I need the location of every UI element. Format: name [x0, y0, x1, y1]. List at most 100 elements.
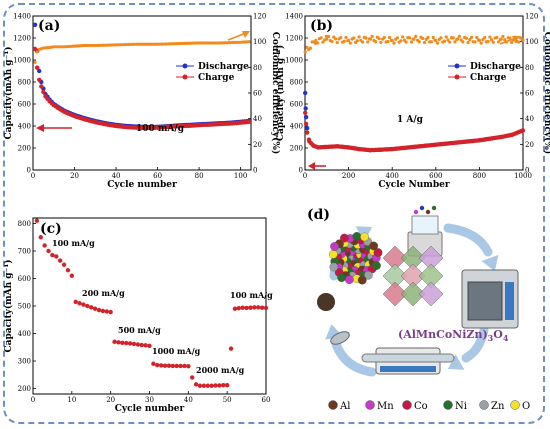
x-axis-label: Cycle number	[107, 180, 177, 190]
legend-marker	[182, 63, 188, 69]
data-point	[316, 41, 320, 45]
y2-tick-label: 60	[525, 90, 534, 98]
legend-entry: Discharge	[198, 62, 249, 72]
data-point	[174, 363, 179, 369]
y2-tick-label: 40	[525, 115, 534, 123]
data-point	[392, 41, 396, 45]
series-1	[303, 110, 526, 153]
data-point	[303, 115, 309, 120]
data-point	[34, 65, 40, 70]
data-point	[178, 363, 183, 369]
y-tick-label: 300	[18, 358, 31, 366]
series-2	[303, 34, 525, 54]
atom	[373, 248, 383, 257]
x-tick-label: 10	[67, 396, 76, 404]
rate-label: 100 mA/g	[52, 238, 95, 248]
data-point	[232, 306, 238, 311]
data-point	[61, 262, 67, 267]
atom	[357, 275, 367, 285]
data-point	[57, 258, 63, 263]
panel-label-c: (c)	[40, 221, 62, 237]
x-tick-label: 0	[31, 172, 35, 180]
x-tick-label: 400	[386, 172, 399, 180]
data-point	[481, 38, 485, 42]
data-point	[399, 39, 403, 43]
data-point	[464, 36, 468, 40]
data-point	[479, 41, 483, 45]
data-point	[508, 36, 512, 40]
panel-label-a: (a)	[38, 18, 60, 34]
data-point	[414, 34, 418, 38]
data-point	[38, 235, 43, 240]
y-tick-label: 800	[18, 220, 31, 228]
x-tick-label: 80	[195, 172, 204, 180]
element-marker	[510, 400, 520, 410]
data-point	[305, 45, 309, 49]
droplet	[425, 209, 431, 215]
data-point	[186, 364, 191, 369]
series-0	[303, 90, 310, 131]
data-point	[81, 302, 86, 307]
formula-sub4: 4	[503, 333, 509, 343]
data-point	[104, 309, 109, 314]
legend-marker	[182, 74, 188, 80]
y-tick-label: 1400	[13, 13, 31, 21]
panel-label-b: (b)	[310, 18, 333, 34]
data-point	[366, 40, 370, 44]
spoon	[330, 331, 350, 345]
data-point	[33, 60, 37, 64]
data-point	[466, 40, 470, 45]
data-point	[143, 343, 148, 348]
y-tick-label: 400	[18, 330, 31, 338]
rate-label: 100 mA/g	[230, 290, 273, 300]
data-point	[379, 40, 383, 45]
furnace-door	[467, 281, 503, 321]
arrow-head	[308, 162, 315, 170]
y2-tick-label: 120	[253, 13, 266, 21]
x-tick-label: 0	[303, 172, 307, 180]
atom	[329, 262, 339, 272]
data-point	[303, 106, 308, 111]
data-point	[431, 35, 435, 40]
chart-1: 0 200 400 600 800 100002004006008001000120014…	[275, 13, 550, 191]
data-point	[377, 37, 381, 41]
data-point	[34, 218, 40, 223]
data-point	[308, 46, 313, 50]
data-point	[247, 40, 251, 44]
y-tick-label: 200	[18, 385, 31, 393]
data-point	[456, 37, 460, 41]
data-point	[42, 243, 47, 248]
data-point	[477, 38, 481, 42]
data-point	[155, 362, 160, 368]
y-axis-label: Capacity (mAh g⁻¹)	[275, 45, 286, 141]
data-point	[435, 41, 440, 45]
data-point	[217, 383, 222, 388]
data-point	[120, 340, 125, 346]
y-tick-label: 1400	[285, 13, 303, 21]
data-point	[457, 34, 461, 38]
x-tick-label: 60	[153, 172, 162, 180]
data-point	[32, 22, 38, 27]
plot-area	[32, 15, 252, 171]
data-point	[46, 248, 51, 254]
data-point	[112, 339, 117, 344]
data-point	[501, 34, 505, 39]
atom	[337, 273, 346, 283]
droplet	[419, 205, 425, 211]
data-point	[147, 343, 152, 349]
x-tick-label: 30	[145, 396, 154, 404]
quartz-tube	[361, 353, 455, 363]
y-tick-label: 1200	[13, 35, 31, 43]
data-point	[321, 40, 325, 44]
data-point	[469, 35, 474, 39]
x-tick-label: 200	[342, 172, 355, 180]
data-point	[386, 39, 390, 44]
data-point	[401, 35, 405, 39]
flow-arrow-head	[481, 254, 499, 272]
y-tick-label: 0	[299, 167, 303, 175]
y-tick-label: 800	[290, 79, 303, 87]
data-point	[166, 363, 172, 368]
data-point	[387, 35, 392, 40]
data-point	[355, 39, 359, 43]
